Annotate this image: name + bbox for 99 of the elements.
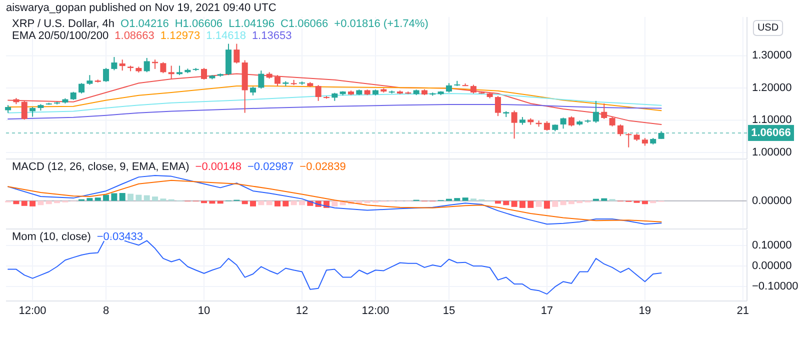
y-tick-label: 1.00000: [752, 146, 792, 159]
candlestick: [103, 67, 110, 82]
text: −0.00148: [195, 161, 242, 173]
bar: [266, 200, 272, 206]
x-tick-label: 10: [198, 305, 210, 317]
candlestick: [511, 110, 518, 140]
candlestick: [86, 74, 93, 86]
candlestick: [176, 65, 183, 76]
annotation: H1.06606: [174, 18, 223, 30]
candlestick: [568, 116, 574, 127]
y-axis-title: USD: [757, 22, 779, 34]
annotation: 1.08663: [114, 30, 154, 42]
bar: [250, 200, 256, 206]
candlestick: [601, 102, 608, 120]
bar: [152, 196, 158, 201]
candlestick: [446, 82, 452, 93]
bar: [217, 200, 224, 204]
bar: [21, 200, 28, 206]
x-tick-label: 17: [540, 305, 554, 317]
bar: [552, 200, 558, 207]
annotation: O1.04216: [120, 18, 169, 30]
bar: [103, 194, 110, 201]
annotation: C1.06066: [280, 18, 328, 30]
candlestick: [592, 100, 599, 124]
chart-title: MACD (12, 26, close, 9, EMA, EMA): [12, 161, 190, 173]
candlestick: [626, 132, 632, 148]
bar: [642, 200, 648, 204]
bar: [494, 200, 501, 204]
x-tick-label: 19: [638, 305, 652, 317]
candlestick: [617, 124, 624, 137]
bar: [454, 198, 460, 201]
y-tick-label: 0.00000: [752, 260, 792, 272]
x-tick-label: 12:00: [362, 305, 390, 317]
bar: [209, 200, 216, 204]
bar: [144, 195, 150, 201]
y-tick-label: 1.10000: [752, 114, 792, 126]
bar: [601, 198, 608, 201]
chart-title: Mom (10, close): [12, 231, 91, 243]
annotation: −0.03433: [96, 231, 144, 243]
bar: [119, 193, 126, 201]
annotation: EMA 20/50/100/200: [12, 30, 109, 42]
bar: [519, 200, 526, 208]
candlestick: [494, 96, 501, 117]
annotation: L1.04196: [228, 18, 274, 30]
annotation: 1.14618: [206, 30, 246, 42]
bar: [94, 198, 101, 201]
bar: [462, 198, 468, 201]
x-tick-label: 21: [736, 305, 750, 317]
bar: [274, 200, 280, 206]
x-tick-label: 15: [442, 305, 456, 317]
x-tick-label: 12: [296, 305, 308, 317]
chart-title: XRP / U.S. Dollar, 4h: [12, 18, 115, 30]
candlestick: [21, 100, 28, 120]
candlestick: [30, 106, 36, 118]
y-tick-label: 0.10000: [752, 240, 792, 252]
text: −0.02839: [300, 161, 346, 173]
bar: [242, 200, 248, 204]
candlestick: [144, 57, 150, 73]
bar: [544, 200, 550, 209]
bar: [13, 200, 20, 204]
bar: [128, 194, 134, 201]
x-tick-label: 8: [102, 305, 110, 317]
bar: [290, 200, 297, 206]
bar: [258, 200, 264, 206]
candlestick: [234, 43, 240, 64]
bar: [503, 200, 510, 206]
candlestick: [78, 82, 85, 94]
bar: [111, 193, 118, 201]
candlestick: [119, 59, 126, 72]
line-series: [8, 92, 662, 114]
candlestick: [111, 56, 118, 71]
candlestick: [544, 120, 550, 132]
candlestick: [560, 117, 566, 130]
ref-line-label: 1.06066: [751, 126, 791, 139]
bar: [568, 200, 574, 204]
bar: [136, 194, 142, 201]
candlestick: [160, 62, 166, 74]
x-tick-label: 12:00: [18, 305, 46, 317]
bar: [86, 198, 93, 201]
candlestick: [315, 84, 322, 102]
annotation: 1.12973: [160, 30, 200, 42]
bar: [30, 200, 36, 206]
bar: [332, 200, 338, 206]
y-tick-label: 1.20000: [752, 82, 792, 94]
bar: [536, 200, 542, 207]
y-tick-label: 1.30000: [752, 50, 792, 62]
annotation: 1.13653: [252, 30, 292, 42]
bar: [38, 200, 44, 206]
annotation: +0.01816 (+1.74%): [334, 18, 428, 30]
bar: [282, 200, 289, 206]
bar: [46, 200, 52, 204]
text: −0.02987: [247, 161, 294, 173]
candlestick: [258, 70, 264, 90]
bar: [511, 200, 518, 207]
chart-subtitle: aiswarya_gopan published on Nov 19, 2021 09:40 UTC: [6, 2, 276, 14]
bar: [298, 200, 305, 206]
y-tick-label: −0.10000: [752, 280, 798, 292]
bar: [528, 200, 534, 208]
bar: [560, 200, 566, 206]
